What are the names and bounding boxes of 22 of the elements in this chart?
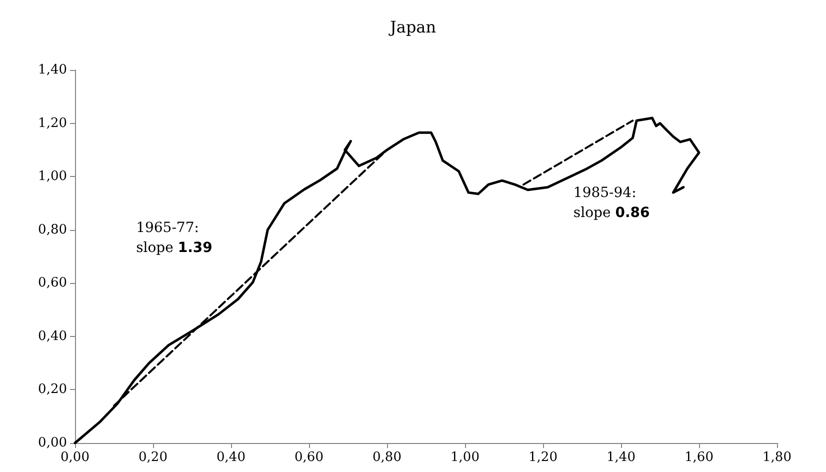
line-series xyxy=(74,116,700,444)
y-tick-label: 0,60 xyxy=(38,276,67,291)
y-tick-label: 0,00 xyxy=(38,436,67,450)
x-tick-label: 0,60 xyxy=(294,450,324,465)
annotation: 1985-94: slope 0.86 xyxy=(573,184,650,221)
y-tick-label: 1,00 xyxy=(38,169,67,184)
annotation: 1965-77: slope 1.39 xyxy=(136,220,212,256)
y-tick-label: 0,20 xyxy=(38,382,67,398)
x-tick-label: 1,60 xyxy=(684,450,714,465)
x-tick-label: 0,40 xyxy=(216,450,246,465)
y-tick-label: 0,80 xyxy=(38,222,67,238)
x-tick-label: 1,40 xyxy=(606,450,636,465)
y-tick-label: 0,40 xyxy=(38,328,67,344)
x-tick-label: 0,00 xyxy=(60,450,90,465)
x-tick-label: 1,80 xyxy=(762,450,792,465)
x-tick-label: 1,20 xyxy=(528,450,558,465)
y-tick-label: 1,40 xyxy=(38,62,67,78)
y-tick-label: 1,20 xyxy=(38,116,67,131)
x-tick-label: 0,80 xyxy=(372,450,402,465)
x-tick-label: 0,20 xyxy=(138,450,168,465)
chart-title: Japan xyxy=(388,18,436,36)
x-tick-label: 1,00 xyxy=(450,450,480,465)
